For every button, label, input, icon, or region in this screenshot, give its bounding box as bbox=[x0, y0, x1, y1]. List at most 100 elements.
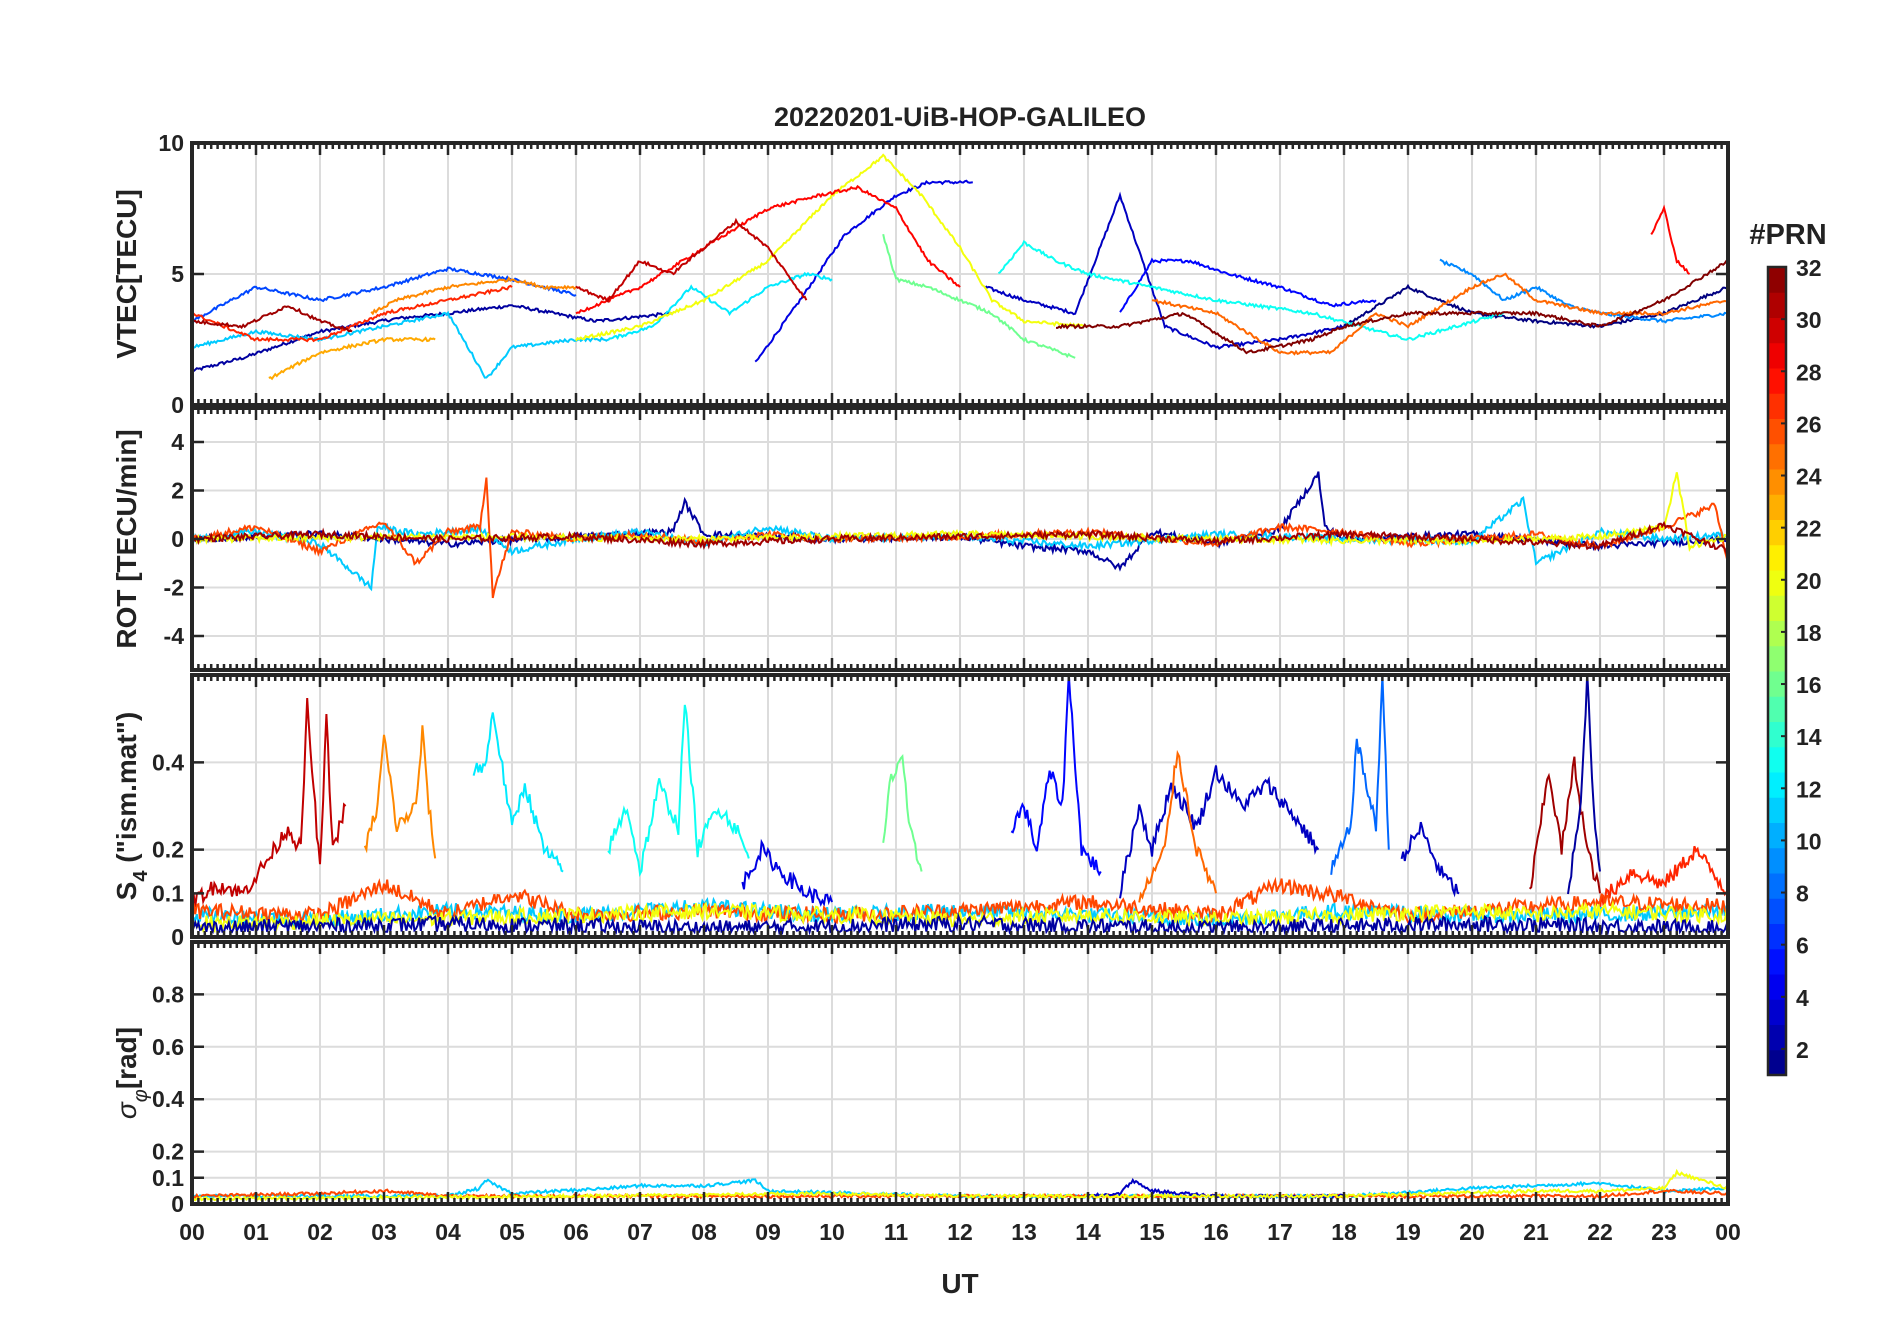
colorbar-segment bbox=[1768, 443, 1786, 470]
colorbar-segment bbox=[1768, 494, 1786, 520]
colorbar-frame bbox=[1766, 265, 1788, 1077]
x-tick-label: 21 bbox=[1523, 1219, 1549, 1245]
series-prn-27 bbox=[192, 284, 513, 343]
x-tick-label: 02 bbox=[307, 1219, 333, 1245]
y-tick-label: 0 bbox=[171, 526, 184, 552]
series-prn-16 bbox=[882, 233, 1076, 359]
y-tick-label: 0 bbox=[171, 392, 184, 418]
x-tick-label: 15 bbox=[1139, 1219, 1165, 1245]
series-prn-8 bbox=[1330, 675, 1390, 875]
x-tick-label: 13 bbox=[1011, 1219, 1037, 1245]
axis-ticks bbox=[190, 141, 1730, 407]
colorbar-tick-label: 12 bbox=[1796, 776, 1822, 802]
colorbar-tick-label: 14 bbox=[1796, 724, 1822, 750]
x-tick-label: 09 bbox=[755, 1219, 781, 1245]
x-tick-label: 22 bbox=[1587, 1219, 1613, 1245]
colorbar-segment bbox=[1768, 797, 1786, 823]
colorbar-segment bbox=[1768, 342, 1786, 369]
series-prn-3 bbox=[1400, 821, 1460, 898]
x-tick-label: 04 bbox=[435, 1219, 461, 1245]
chart-title: 20220201-UiB-HOP-GALILEO bbox=[774, 102, 1146, 132]
colorbar-tick-label: 10 bbox=[1796, 828, 1822, 854]
colorbar-segment bbox=[1768, 974, 1786, 1000]
series-prn-3 bbox=[1119, 765, 1320, 899]
y-tick-label: 5 bbox=[171, 261, 184, 287]
axis-ticks bbox=[190, 408, 1730, 670]
colorbar-segment bbox=[1768, 267, 1786, 293]
series-group bbox=[192, 153, 1728, 381]
y-tick-label: 0.2 bbox=[152, 837, 184, 863]
x-tick-label: 06 bbox=[563, 1219, 589, 1245]
colorbar-tick-label: 2 bbox=[1796, 1037, 1809, 1063]
x-tick-label: 01 bbox=[243, 1219, 269, 1245]
series-prn-1 bbox=[1343, 283, 1728, 329]
colorbar-segment bbox=[1768, 721, 1786, 748]
series-prn-31 bbox=[192, 520, 1728, 556]
colorbar-segment bbox=[1768, 948, 1786, 975]
x-axis-label: UT bbox=[941, 1268, 978, 1299]
colorbar-tick-label: 28 bbox=[1796, 359, 1822, 385]
y-axis-label: VTEC[TECU] bbox=[111, 189, 142, 359]
series-prn-4 bbox=[741, 838, 833, 907]
y-tick-label: 0 bbox=[171, 1191, 184, 1217]
colorbar-tick-label: 22 bbox=[1796, 516, 1822, 542]
series-prn-31 bbox=[1528, 756, 1601, 894]
colorbar-tick-label: 4 bbox=[1796, 985, 1809, 1011]
colorbar-segment bbox=[1768, 368, 1786, 394]
series-prn-12 bbox=[607, 271, 833, 341]
series-prn-28 bbox=[1650, 204, 1691, 275]
colorbar-segment bbox=[1768, 1024, 1786, 1051]
series-prn-23 bbox=[268, 336, 436, 381]
series-prn-11 bbox=[192, 310, 609, 379]
series-prn-32 bbox=[1056, 259, 1728, 355]
series-prn-13 bbox=[607, 704, 750, 878]
y-tick-label: 10 bbox=[158, 130, 184, 156]
colorbar-tick-label: 26 bbox=[1796, 411, 1822, 437]
y-tick-label: 2 bbox=[171, 477, 184, 503]
series-prn-9 bbox=[1439, 258, 1728, 324]
y-tick-label: 0.1 bbox=[152, 880, 184, 906]
colorbar-segment bbox=[1768, 645, 1786, 672]
x-tick-label: 08 bbox=[691, 1219, 717, 1245]
series-prn-2 bbox=[192, 304, 673, 373]
series-prn-2 bbox=[1567, 675, 1601, 895]
y-axis-label: σφ[rad] bbox=[111, 1027, 152, 1119]
series-prn-12 bbox=[472, 712, 564, 873]
colorbar-segment bbox=[1768, 570, 1786, 596]
series-prn-24 bbox=[370, 276, 577, 316]
y-tick-label: 0.1 bbox=[152, 1165, 184, 1191]
colorbar-segment bbox=[1768, 292, 1786, 318]
colorbar-segment bbox=[1768, 595, 1786, 621]
colorbar-tick-label: 16 bbox=[1796, 672, 1822, 698]
x-tick-label: 19 bbox=[1395, 1219, 1421, 1245]
colorbar-segment bbox=[1768, 873, 1786, 899]
y-tick-label: 0.6 bbox=[152, 1034, 184, 1060]
series-prn-5 bbox=[1010, 675, 1102, 877]
colorbar-tick-label: 6 bbox=[1796, 933, 1809, 959]
colorbar-tick-label: 24 bbox=[1796, 464, 1822, 490]
series-prn-20 bbox=[192, 899, 1728, 933]
x-tick-label: 17 bbox=[1267, 1219, 1293, 1245]
series-prn-24 bbox=[363, 725, 437, 859]
axis-ticks bbox=[190, 675, 1730, 939]
series-group bbox=[192, 675, 1728, 936]
colorbar-segment bbox=[1768, 923, 1786, 950]
panel-s4: 00.10.20.4S4 ("ism.mat") bbox=[111, 673, 1730, 950]
colorbar-segment bbox=[1768, 772, 1786, 798]
x-tick-label: 05 bbox=[499, 1219, 525, 1245]
colorbar-segment bbox=[1768, 317, 1786, 344]
series-prn-26 bbox=[192, 477, 1728, 599]
y-tick-label: 0.4 bbox=[152, 749, 184, 775]
colorbar-segment bbox=[1768, 898, 1786, 924]
colorbar-segment bbox=[1768, 746, 1786, 773]
colorbar-tick-label: 32 bbox=[1796, 255, 1822, 281]
x-tick-label: 03 bbox=[371, 1219, 397, 1245]
panel-vtec: 0 5 10 VTEC[TECU] bbox=[111, 130, 1730, 418]
colorbar-tick-label: 20 bbox=[1796, 568, 1822, 594]
series-prn-13 bbox=[997, 239, 1505, 341]
y-tick-label: 0.2 bbox=[152, 1139, 184, 1165]
x-tick-label: 00 bbox=[179, 1219, 205, 1245]
colorbar-segment bbox=[1768, 1049, 1786, 1076]
